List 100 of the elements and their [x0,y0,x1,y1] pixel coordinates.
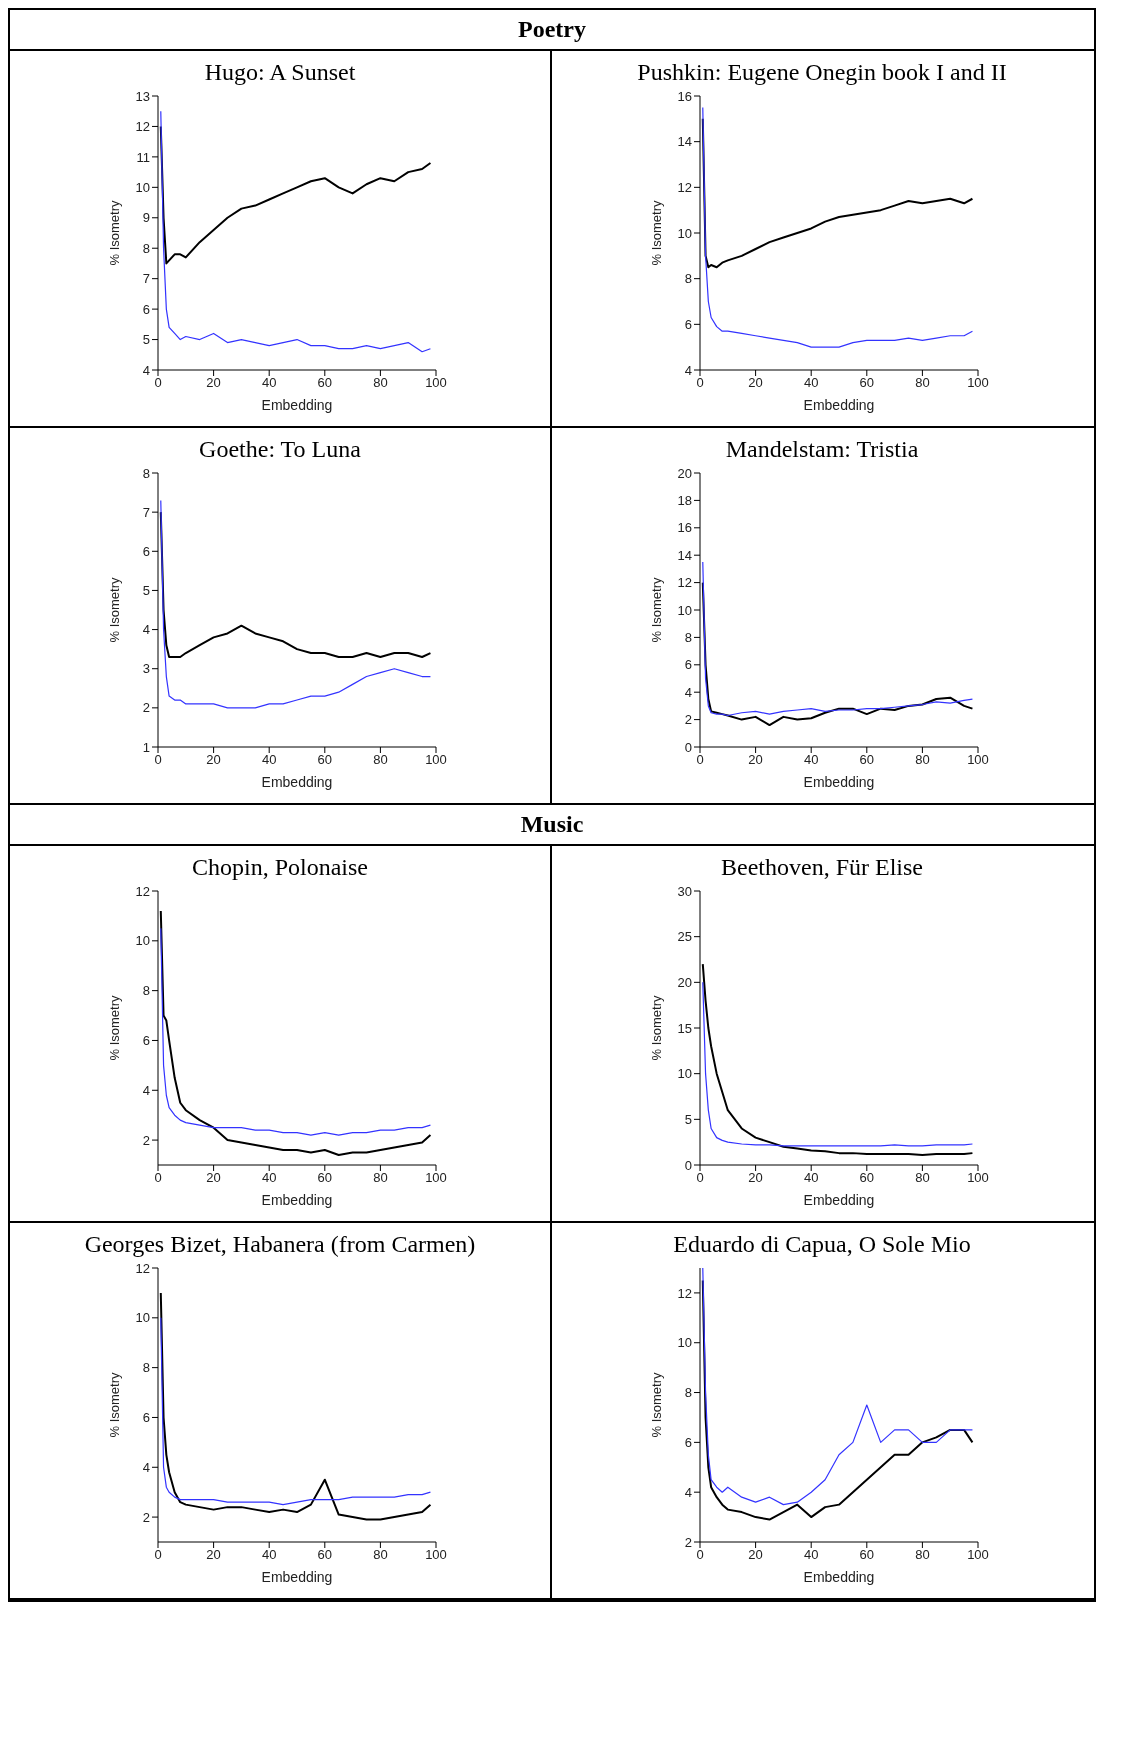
y-tick-label: 4 [142,1082,150,1098]
chart-title: Goethe: To Luna [199,436,361,463]
y-tick-label: 10 [135,1310,150,1326]
x-tick-label: 20 [748,1547,763,1563]
x-tick-label: 60 [859,375,875,391]
y-tick-label: 8 [142,465,150,481]
y-tick-label: 12 [135,1260,150,1276]
x-tick-label: 20 [206,752,221,768]
x-tick-label: 60 [317,752,333,768]
y-axis-title: % Isometry [648,200,664,266]
x-tick-label: 60 [859,752,875,768]
x-tick-label: 0 [696,375,704,391]
y-tick-label: 4 [142,622,150,638]
y-axis-title: % Isometry [648,995,664,1061]
x-tick-label: 0 [696,1170,704,1186]
x-tick-label: 100 [967,1547,989,1563]
y-tick-label: 10 [677,1066,692,1082]
chart-title: Pushkin: Eugene Onegin book I and II [637,59,1007,86]
y-tick-label: 10 [677,1335,692,1351]
y-tick-label: 6 [142,1033,150,1049]
x-tick-label: 40 [803,1547,819,1563]
y-tick-label: 6 [684,657,692,673]
y-tick-label: 0 [684,1157,692,1173]
chart-title: Eduardo di Capua, O Sole Mio [673,1231,971,1258]
y-tick-label: 4 [684,684,692,700]
x-tick-label: 40 [261,1547,277,1563]
x-axis-title: Embedding [261,1569,333,1585]
y-tick-label: 8 [142,983,150,999]
x-tick-label: 0 [154,1547,162,1563]
y-tick-label: 10 [135,933,150,949]
y-axis-title: % Isometry [648,577,664,643]
y-tick-label: 2 [684,712,692,728]
x-axis-title: Embedding [803,1192,875,1208]
text: Music [10,805,1094,846]
x-tick-label: 0 [696,1547,704,1563]
y-tick-label: 12 [135,119,150,135]
x-tick-label: 60 [317,375,333,391]
x-tick-label: 60 [859,1170,875,1186]
x-tick-label: 80 [373,1547,388,1563]
x-tick-label: 20 [206,1547,221,1563]
y-tick-label: 10 [677,225,692,241]
x-tick-label: 100 [425,1170,447,1186]
y-axis-title: % Isometry [106,995,122,1061]
y-tick-label: 6 [142,543,150,559]
x-tick-label: 60 [859,1547,875,1563]
y-tick-label: 8 [684,271,692,287]
y-tick-label: 5 [684,1111,692,1127]
y-tick-label: 12 [135,883,150,899]
x-tick-label: 0 [696,752,704,768]
x-tick-label: 40 [803,375,819,391]
y-tick-label: 0 [684,739,692,755]
y-tick-label: 16 [677,520,692,536]
x-tick-label: 40 [261,375,277,391]
y-tick-label: 6 [684,316,692,332]
x-tick-label: 100 [967,375,989,391]
y-tick-label: 2 [142,1132,150,1148]
x-tick-label: 100 [425,1547,447,1563]
y-tick-label: 5 [142,583,150,599]
chart-title: Hugo: A Sunset [204,59,356,86]
y-tick-label: 8 [684,630,692,646]
x-tick-label: 100 [425,375,447,391]
y-tick-label: 4 [142,362,150,378]
x-tick-label: 100 [967,752,989,768]
x-tick-label: 60 [317,1170,333,1186]
x-tick-label: 20 [748,375,763,391]
y-tick-label: 4 [684,362,692,378]
x-tick-label: 80 [915,375,930,391]
y-tick-label: 9 [142,210,150,226]
chart-title: Mandelstam: Tristia [725,436,919,463]
x-axis-title: Embedding [803,1569,875,1585]
y-tick-label: 10 [135,179,150,195]
y-tick-label: 14 [677,547,692,563]
x-tick-label: 20 [748,1170,763,1186]
y-tick-label: 30 [677,883,692,899]
x-tick-label: 20 [206,375,221,391]
y-tick-label: 6 [684,1434,692,1450]
x-tick-label: 60 [317,1547,333,1563]
x-axis-title: Embedding [803,774,875,790]
y-tick-label: 16 [677,88,692,104]
y-axis-title: % Isometry [106,577,122,643]
y-tick-label: 5 [142,332,150,348]
x-tick-label: 40 [803,752,819,768]
chart-title: Beethoven, Für Elise [721,854,923,881]
y-axis-title: % Isometry [648,1372,664,1438]
y-tick-label: 13 [135,88,150,104]
x-axis-title: Embedding [803,397,875,413]
y-tick-label: 6 [142,301,150,317]
y-tick-label: 8 [142,1360,150,1376]
y-tick-label: 20 [677,465,692,481]
y-tick-label: 2 [142,700,150,716]
x-tick-label: 0 [154,375,162,391]
x-tick-label: 80 [373,1170,388,1186]
chart-title: Chopin, Polonaise [191,854,368,881]
y-tick-label: 3 [142,661,150,677]
x-tick-label: 0 [154,752,162,768]
x-tick-label: 20 [206,1170,221,1186]
y-tick-label: 4 [142,1459,150,1475]
chart-title: Georges Bizet, Habanera (from Carmen) [84,1231,476,1258]
y-tick-label: 12 [677,179,692,195]
x-tick-label: 80 [915,1547,930,1563]
